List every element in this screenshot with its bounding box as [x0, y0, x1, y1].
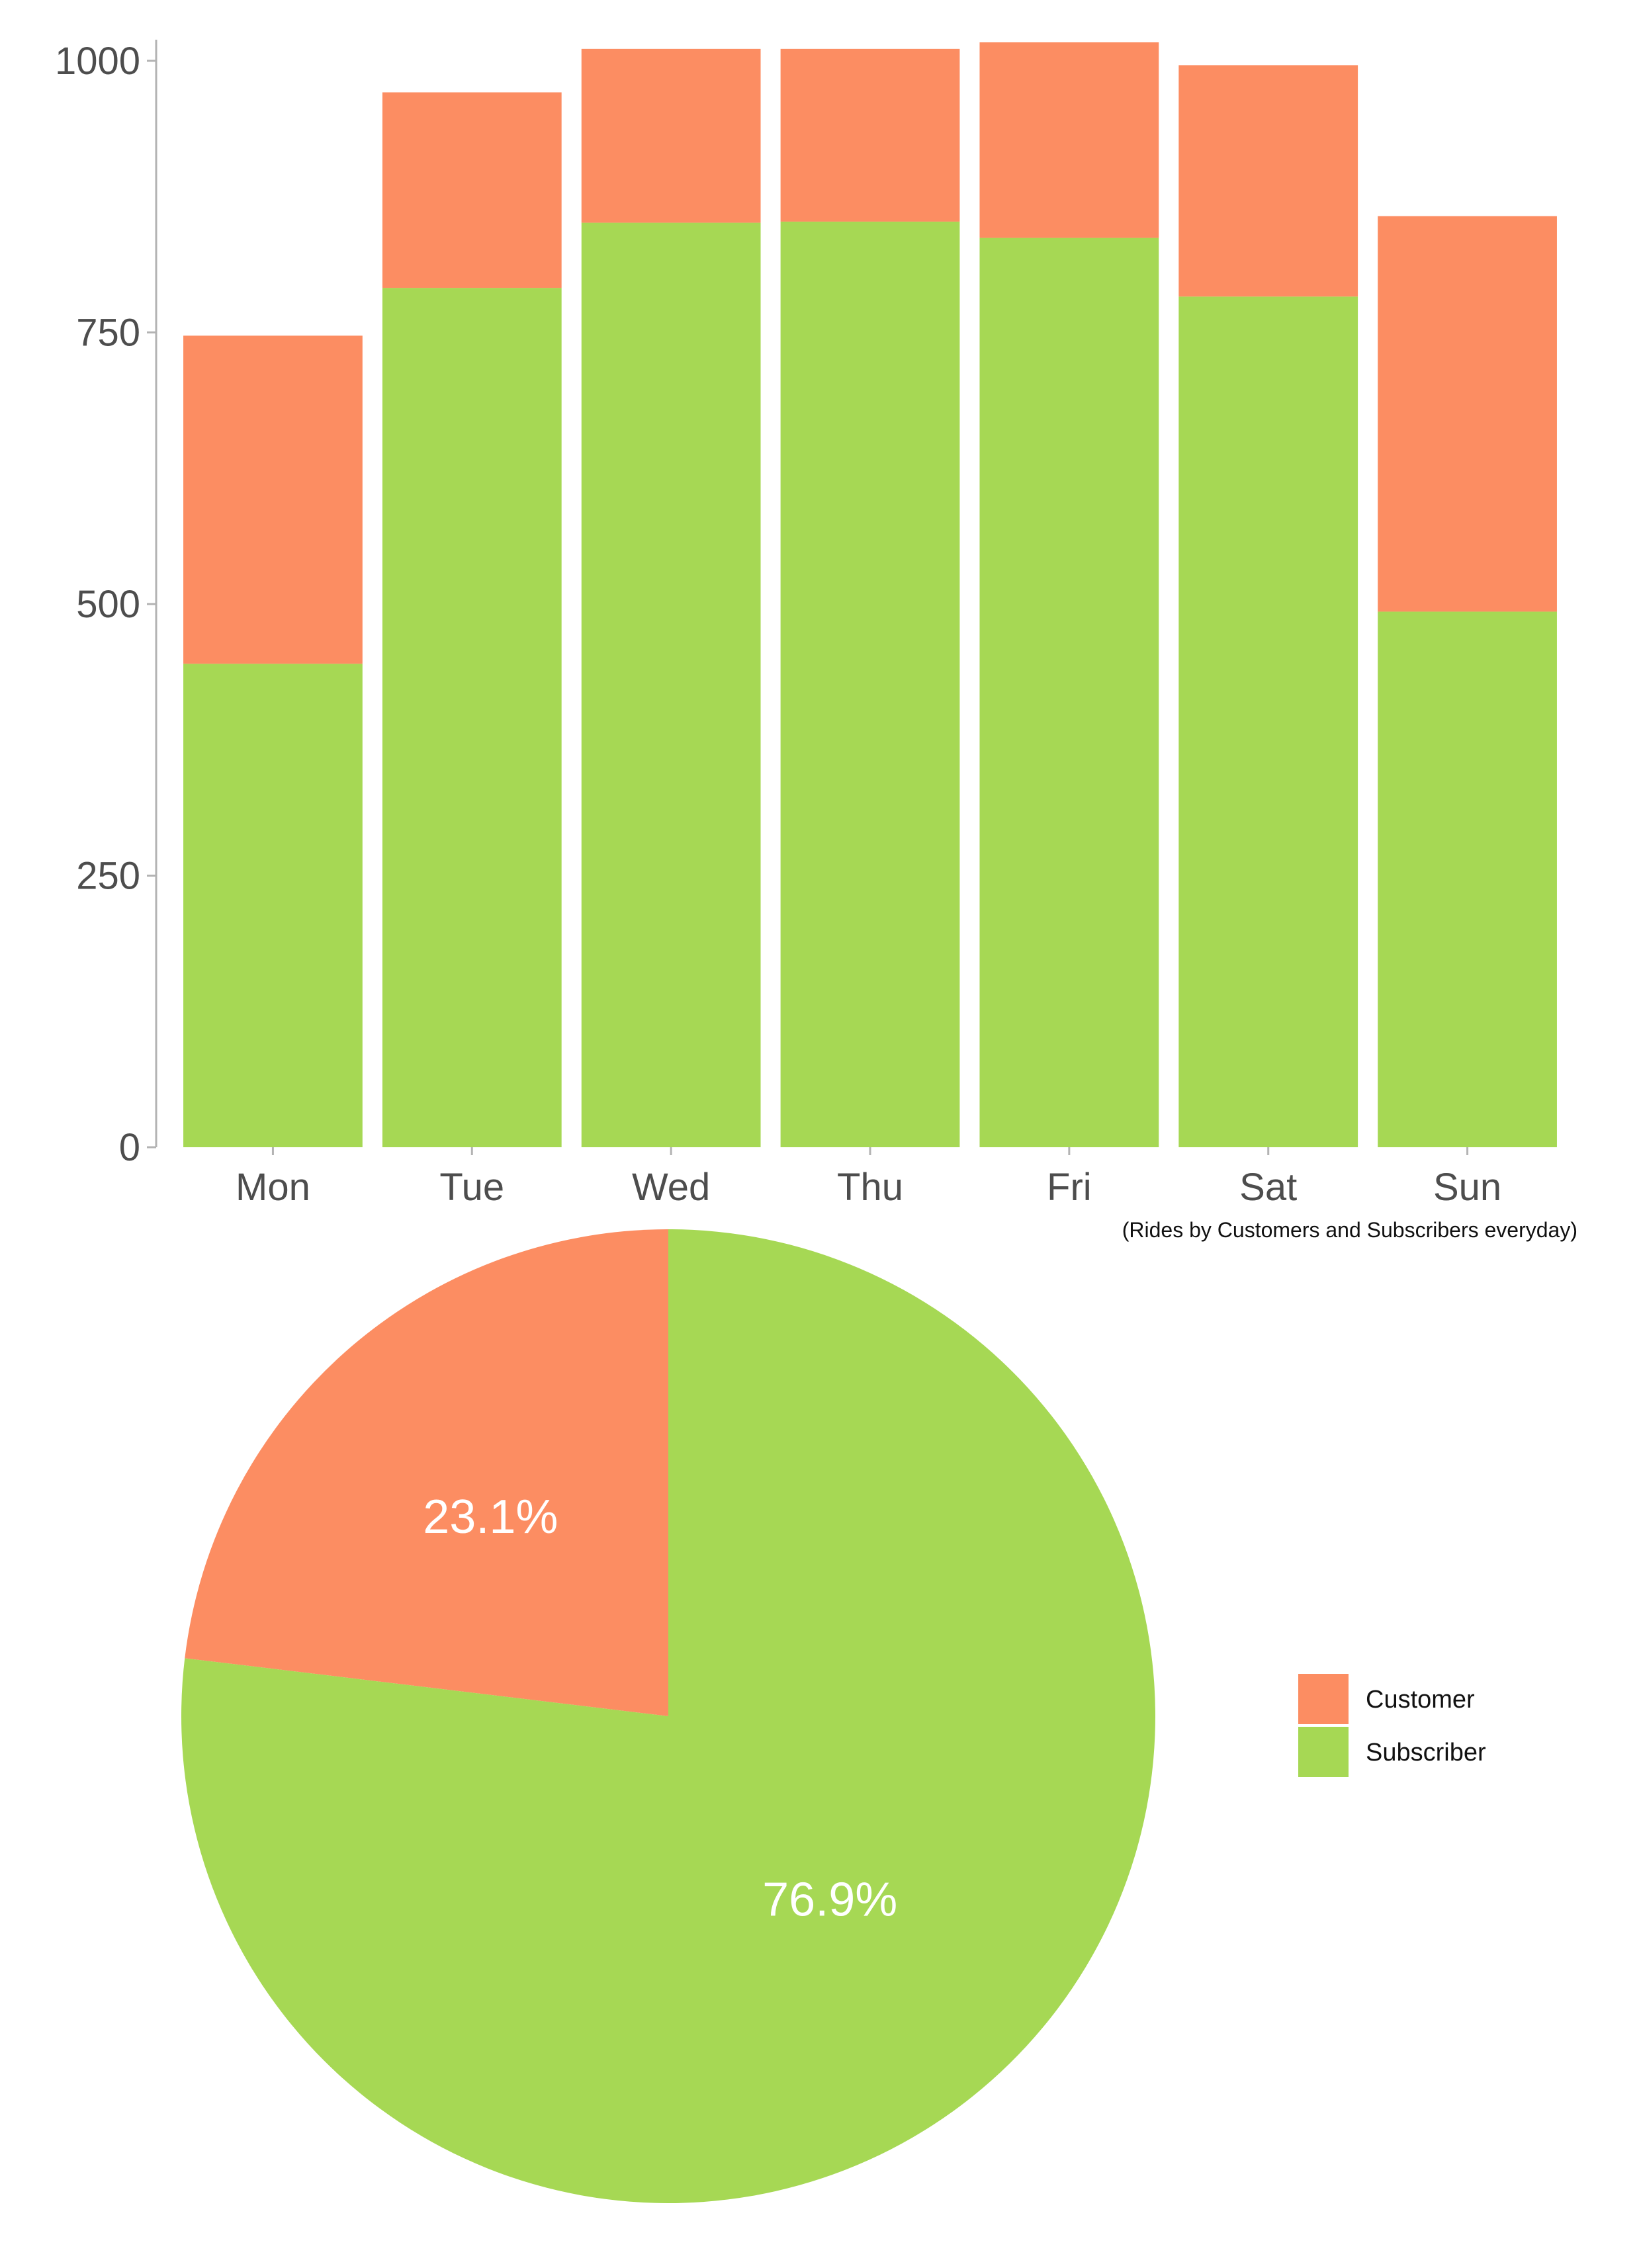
legend-label-customer: Customer: [1366, 1686, 1475, 1714]
x-tick-label-tue: Tue: [439, 1166, 504, 1209]
x-axis: Mon Tue Wed Thu Fri Sat Sun: [236, 1147, 1501, 1209]
bar-subscriber-mon: [183, 664, 363, 1147]
pie-labels: 23.1% 76.9%: [423, 1491, 897, 1926]
bar-customer-sat: [1178, 65, 1358, 297]
y-tick-label: 750: [76, 311, 140, 354]
bar-customer-tue: [382, 92, 562, 288]
bar-subscriber-thu: [780, 221, 960, 1147]
stacked-bar-chart: 0 250 500 750 1000 Mon Tue Wed Thu Fri Sat Sun (Ri…: [55, 40, 1577, 1242]
pie-slice-subscriber: [181, 1229, 1156, 2204]
legend-swatch-subscriber: [1298, 1727, 1349, 1777]
chart-caption: (Rides by Customers and Subscribers ever…: [1122, 1218, 1577, 1242]
x-tick-label-mon: Mon: [236, 1166, 310, 1209]
pie-slices: [181, 1229, 1156, 2204]
bar-customer-fri: [979, 42, 1159, 238]
bar-customer-sun: [1378, 216, 1557, 612]
y-axis: 0 250 500 750 1000: [55, 40, 157, 1169]
bar-customer-wed: [581, 48, 761, 223]
legend-swatch-customer: [1298, 1674, 1349, 1724]
bar-customer-thu: [780, 48, 960, 222]
x-tick-label-thu: Thu: [837, 1166, 903, 1209]
legend: Customer Subscriber: [1298, 1674, 1486, 1777]
pie-label-subscriber: 76.9%: [762, 1873, 897, 1926]
bar-subscriber-sun: [1378, 611, 1557, 1147]
x-tick-label-wed: Wed: [632, 1166, 710, 1209]
bar-subscriber-fri: [979, 238, 1159, 1148]
bar-subscriber-sat: [1178, 296, 1358, 1147]
bar-subscriber-tue: [382, 288, 562, 1148]
legend-label-subscriber: Subscriber: [1366, 1739, 1486, 1766]
x-tick-label-fri: Fri: [1047, 1166, 1092, 1209]
bar-subscriber-wed: [581, 222, 761, 1147]
bar-group: [183, 42, 1557, 1148]
y-tick-label: 0: [119, 1126, 140, 1169]
pie-chart: 23.1% 76.9%: [181, 1229, 1156, 2204]
y-tick-label: 1000: [55, 40, 140, 83]
pie-label-customer: 23.1%: [423, 1491, 558, 1544]
bar-customer-mon: [183, 335, 363, 664]
y-tick-label: 500: [76, 583, 140, 626]
pie-slice-customer: [185, 1229, 668, 1716]
y-tick-label: 250: [76, 854, 140, 897]
x-tick-label-sat: Sat: [1239, 1166, 1297, 1209]
x-tick-label-sun: Sun: [1433, 1166, 1501, 1209]
